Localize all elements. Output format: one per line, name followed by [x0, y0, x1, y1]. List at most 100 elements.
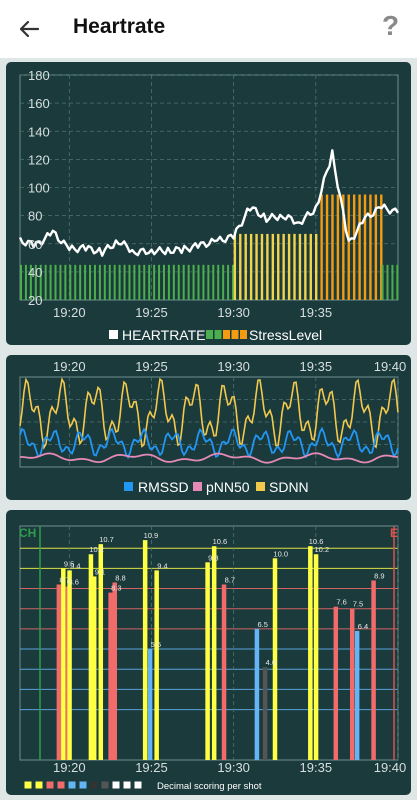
stress-bar [182, 264, 185, 300]
score-label: 8.7 [225, 576, 235, 585]
stress-bar [69, 264, 72, 300]
score-label: 9.5 [64, 559, 74, 568]
stress-bar [98, 264, 101, 300]
stress-bar [93, 264, 96, 300]
legend-swatch-score [23, 780, 33, 790]
ch-label: CH [19, 526, 36, 540]
stress-bar [207, 264, 210, 300]
legend-swatch-score [133, 780, 143, 790]
score-bar [147, 649, 153, 760]
stress-bar [103, 264, 106, 300]
stress-bar [336, 194, 340, 300]
back-arrow-icon[interactable] [14, 14, 44, 44]
legend-swatch-score [78, 780, 88, 790]
stress-bar [212, 264, 215, 300]
score-bar [272, 558, 278, 760]
stress-bar [363, 194, 367, 300]
stress-bar [34, 264, 37, 300]
score-label: 6.5 [257, 620, 267, 629]
stress-bar [315, 233, 318, 300]
stress-bar [39, 264, 42, 300]
score-label: 10.0 [273, 549, 288, 558]
score-bar [254, 628, 260, 760]
stress-bar [255, 233, 258, 300]
score-label: 10.6 [309, 537, 324, 546]
legend-swatch-stress [231, 330, 239, 339]
stress-bar [293, 233, 296, 300]
score-label: 5.5 [151, 640, 161, 649]
score-label: 4.6 [266, 658, 276, 667]
stress-bar [369, 194, 372, 300]
x-tick-label: 19:25 [135, 359, 168, 374]
stress-bar [148, 264, 151, 300]
stress-bar [143, 264, 146, 300]
x-tick-label: 19:40 [374, 760, 407, 775]
stress-bar [320, 194, 323, 300]
page-title: Heartrate [73, 15, 166, 38]
stress-bar [138, 264, 141, 300]
heartrate-chart-panel: 180 160 140 120 100 80 60 40 20 19:20 19:25 19:30 1… [6, 62, 411, 345]
hrv-chart-panel: 19:20 19:25 19:30 19:35 19:40 RMSSD pNN50 SD… [6, 355, 411, 500]
stress-bar [217, 264, 220, 300]
stress-bar [128, 264, 131, 300]
score-bar [221, 584, 227, 760]
score-label: 10.9 [144, 531, 159, 540]
stress-bar [177, 264, 180, 300]
stress-bar [24, 264, 27, 300]
legend-swatch-score [122, 780, 132, 790]
y-tick-label: 80 [28, 209, 42, 224]
x-tick-label: 19:40 [374, 359, 407, 374]
stress-bar [277, 233, 280, 300]
stress-bar [79, 264, 82, 300]
stress-bar [381, 264, 384, 300]
score-bar [91, 576, 97, 760]
stress-bar [271, 233, 275, 300]
score-label: 9.1 [95, 567, 105, 576]
help-icon[interactable]: ? [382, 10, 400, 41]
score-label: 8.6 [68, 578, 78, 587]
stress-bar [222, 264, 225, 300]
stress-bar [192, 264, 195, 300]
stress-bar [29, 264, 32, 300]
stress-bar [239, 233, 242, 300]
stress-bar [202, 264, 205, 300]
stress-bar [233, 233, 237, 300]
heartrate-line [18, 149, 400, 257]
legend-decimal-scoring: Decimal scoring per shot [157, 781, 262, 792]
score-label: 8.8 [115, 573, 125, 582]
stress-bar [374, 194, 378, 300]
stress-bar [118, 264, 121, 300]
stress-bar [113, 264, 116, 300]
stress-bar [266, 233, 269, 300]
stress-bar [187, 264, 190, 300]
score-label: 9.4 [70, 561, 80, 570]
score-bar [112, 582, 117, 760]
x-tick-label: 19:30 [217, 305, 250, 320]
score-label: 8.3 [111, 584, 121, 593]
y-tick-label: 140 [28, 124, 50, 139]
stress-bar [49, 264, 52, 300]
stress-bar [304, 233, 307, 300]
score-bar [349, 608, 355, 760]
score-bar [333, 606, 339, 760]
score-bar [211, 546, 217, 760]
score-bar [262, 667, 268, 760]
score-bar [154, 570, 159, 760]
app-bar: Heartrate ? [0, 0, 417, 58]
score-label: 10.7 [99, 535, 114, 544]
stress-bar [59, 264, 62, 300]
x-tick-label: 19:35 [300, 305, 333, 320]
heartrate-chart: 180 160 140 120 100 80 60 40 20 19:20 19:25 19:30 1… [18, 68, 400, 343]
stress-bar [84, 264, 87, 300]
score-label: 10.6 [213, 537, 228, 546]
x-tick-label: 19:25 [135, 305, 168, 320]
stress-bar [309, 233, 312, 300]
legend-swatch-score [144, 780, 154, 790]
score-bar [56, 584, 62, 760]
legend-swatch-score [34, 780, 44, 790]
score-bar [88, 554, 94, 760]
score-label: 8.9 [374, 571, 384, 580]
legend-swatch-score [100, 780, 110, 790]
legend-pnn50: pNN50 [206, 479, 250, 495]
stress-bar [232, 264, 235, 300]
